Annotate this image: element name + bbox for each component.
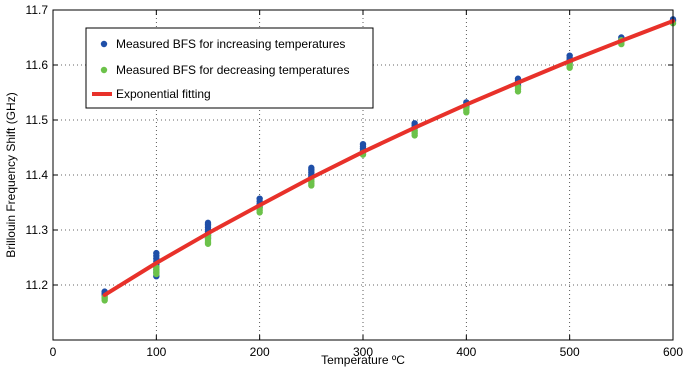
- y-axis-label: Brillouin Frequency Shift (GHz): [4, 92, 18, 257]
- decreasing-data-point: [514, 88, 522, 95]
- legend-marker-decreasing: [100, 66, 108, 74]
- decreasing-data-point: [256, 209, 263, 216]
- legend-label-decreasing: Measured BFS for decreasing temperatures: [116, 63, 349, 77]
- x-tick-label: 600: [663, 345, 683, 359]
- legend-box: [85, 27, 374, 109]
- exponential-fit-line: [102, 19, 675, 297]
- x-tick-label: 200: [250, 345, 270, 359]
- y-tick-label: 11.7: [26, 3, 49, 17]
- y-tick-label: 11.5: [26, 113, 49, 127]
- decreasing-data-point: [411, 132, 418, 139]
- x-tick-label: 500: [560, 345, 580, 359]
- decreasing-data-point: [566, 64, 573, 71]
- decreasing-data-point: [153, 270, 160, 278]
- decreasing-data-point: [308, 182, 315, 189]
- legend: Measured BFS for increasing temperatures…: [85, 27, 374, 109]
- decreasing-data-point: [463, 109, 470, 116]
- x-tick-label: 0: [50, 345, 57, 359]
- legend-label-increasing: Measured BFS for increasing temperatures: [116, 37, 345, 51]
- tick-labels: 0 100 200 300 400 500 600 11.2 11.3 11.4 11.5 11.6 1…: [26, 3, 683, 359]
- series-layer: [101, 16, 677, 304]
- x-axis-label: Temperature ºC: [321, 353, 405, 367]
- x-tick-label: 400: [456, 345, 476, 359]
- ticks: [52, 9, 674, 340]
- decreasing-data-point: [204, 240, 212, 247]
- x-tick-label: 100: [146, 345, 166, 359]
- y-tick-label: 11.3: [26, 223, 49, 237]
- legend-marker-increasing: [100, 40, 108, 48]
- y-tick-label: 11.4: [26, 168, 49, 182]
- y-tick-label: 11.6: [26, 58, 49, 72]
- legend-label-fit: Exponential fitting: [116, 87, 211, 101]
- x-tick-label: 300: [353, 345, 373, 359]
- decreasing-data-point: [101, 297, 108, 304]
- y-tick-label: 11.2: [26, 278, 49, 292]
